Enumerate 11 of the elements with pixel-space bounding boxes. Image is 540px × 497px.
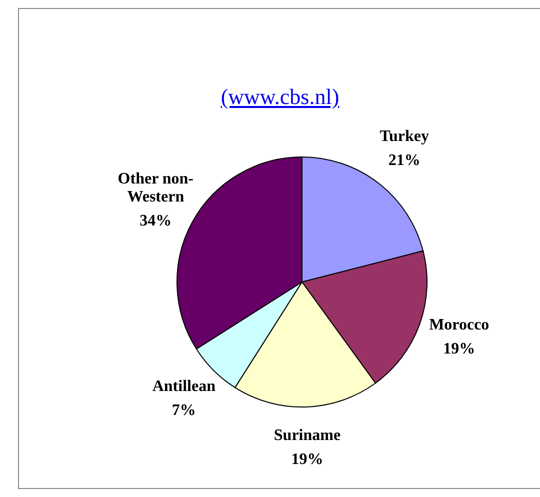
slice-label: Other non-Western — [118, 170, 194, 206]
data-label: 21% — [388, 152, 420, 170]
slice-label: Antillean — [152, 378, 216, 396]
slice-label: Turkey — [380, 128, 429, 146]
slice-label: Suriname — [274, 426, 341, 444]
data-label: 19% — [291, 450, 324, 468]
data-label: 34% — [140, 212, 172, 230]
text: (www.cbs.nl) — [220, 84, 340, 109]
slice-label: Morocco — [429, 316, 490, 334]
data-label: 19% — [443, 340, 476, 358]
data-label: 7% — [172, 402, 196, 420]
